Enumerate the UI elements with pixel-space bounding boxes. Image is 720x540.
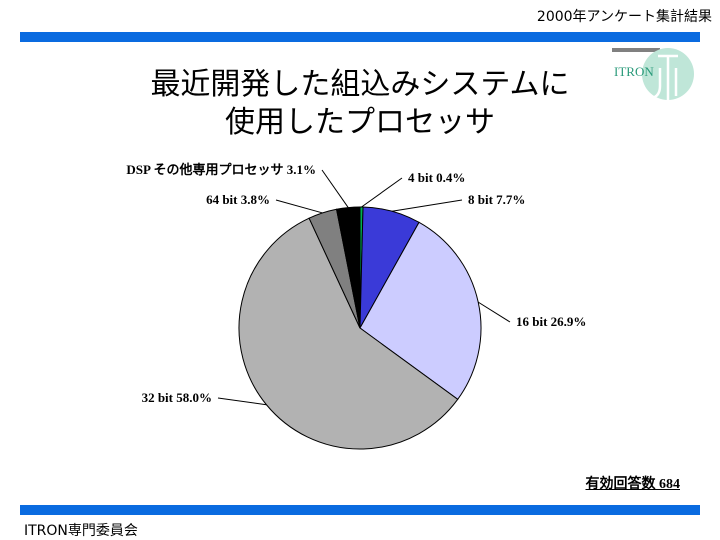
footer-committee: ITRON専門委員会 [24, 523, 138, 539]
title-line-2: 使用したプロセッサ [225, 105, 495, 140]
survey-header: 2000年アンケート集計結果 [536, 9, 712, 25]
itron-logo: ITRON [610, 46, 700, 110]
slice-label: 16 bit 26.9% [516, 314, 586, 329]
logo-graphic [612, 48, 694, 100]
slice-leader-line [477, 301, 511, 323]
top-divider-bar [20, 32, 700, 42]
processor-pie-chart: 4 bit 0.4%8 bit 7.7% 16 bit 26.9% 32 bit 5… [126, 162, 586, 450]
pie-slice [359, 221, 482, 401]
title-line-1: 最近開発した組込みシステムに [150, 67, 570, 102]
slice-label: 4 bit 0.4% [408, 170, 465, 185]
pie-slice [335, 206, 361, 329]
slide-title: 最近開発した組込みシステムに 使用したプロセッサ [0, 66, 720, 142]
bottom-divider-bar [20, 505, 700, 515]
slice-label: 8 bit 7.7% [468, 192, 525, 207]
slice-label: DSP その他専用プロセッサ 3.1% [126, 162, 316, 177]
logo-text: ITRON [614, 64, 654, 79]
respondent-count: 有効回答数 684 [585, 477, 681, 492]
slice-leader-line [321, 169, 349, 208]
slice-leader-line [217, 397, 267, 406]
slice-leader-line [361, 177, 403, 208]
slice-leader-line [275, 199, 323, 214]
slice-label: 32 bit 58.0% [142, 390, 212, 405]
slice-leader-line [391, 199, 463, 212]
slice-label: 64 bit 3.8% [206, 192, 270, 207]
pie-slice [238, 217, 459, 450]
